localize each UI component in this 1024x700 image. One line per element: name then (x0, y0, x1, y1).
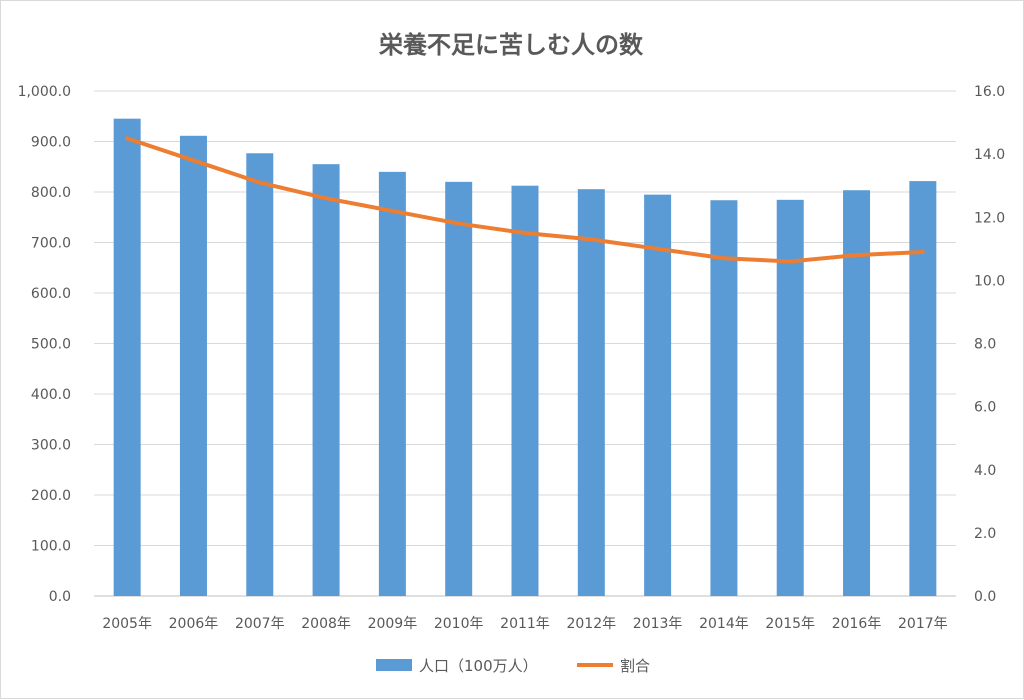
x-tick-label: 2012年 (566, 616, 616, 632)
x-tick-label: 2011年 (500, 616, 550, 632)
y-left-tick-label: 600.0 (31, 286, 71, 302)
legend-swatch-population (376, 659, 412, 671)
y-left-tick-label: 700.0 (31, 236, 71, 252)
y-right-tick-label: 2.0 (974, 526, 996, 542)
bar (313, 164, 340, 596)
left-axis-ticks: 0.0 100.0 200.0 300.0 400.0 500.0 600.0 700.0 80… (18, 84, 71, 605)
x-tick-label: 2005年 (102, 616, 152, 632)
bar (445, 182, 472, 596)
bar (909, 181, 936, 596)
x-tick-label: 2010年 (434, 616, 484, 632)
y-right-tick-label: 10.0 (974, 273, 1005, 289)
y-left-tick-label: 300.0 (31, 438, 71, 454)
x-tick-label: 2009年 (368, 616, 418, 632)
legend: 人口（100万人） 割合 (376, 657, 650, 675)
y-left-tick-label: 1,000.0 (18, 84, 71, 100)
y-left-tick-label: 500.0 (31, 337, 71, 353)
x-tick-label: 2016年 (832, 616, 882, 632)
y-left-tick-label: 100.0 (31, 539, 71, 555)
y-right-tick-label: 14.0 (974, 147, 1005, 163)
y-right-tick-label: 16.0 (974, 84, 1005, 100)
y-right-tick-label: 4.0 (974, 463, 996, 479)
x-tick-label: 2007年 (235, 616, 285, 632)
x-tick-label: 2008年 (301, 616, 351, 632)
x-tick-label: 2017年 (898, 616, 948, 632)
x-tick-label: 2014年 (699, 616, 749, 632)
x-axis-ticks: 2005年 2006年 2007年 2008年 2009年 2010年 2011年 2012年… (102, 616, 947, 632)
chart-title: 栄養不足に苦しむ人の数 (378, 31, 644, 59)
y-right-tick-label: 0.0 (974, 589, 996, 605)
legend-label-ratio: 割合 (620, 657, 650, 675)
legend-label-population: 人口（100万人） (419, 657, 538, 675)
bar (644, 195, 671, 596)
bar (843, 190, 870, 596)
x-tick-label: 2006年 (169, 616, 219, 632)
bar (379, 172, 406, 596)
y-right-tick-label: 12.0 (974, 210, 1005, 226)
bar (578, 189, 605, 596)
y-left-tick-label: 900.0 (31, 135, 71, 151)
bar (180, 136, 207, 596)
bar (114, 119, 141, 596)
y-left-tick-label: 400.0 (31, 387, 71, 403)
right-axis-ticks: 0.0 2.0 4.0 6.0 8.0 10.0 12.0 14.0 16.0 (974, 84, 1005, 605)
x-tick-label: 2015年 (765, 616, 815, 632)
y-left-tick-label: 800.0 (31, 185, 71, 201)
x-tick-label: 2013年 (633, 616, 683, 632)
y-right-tick-label: 6.0 (974, 400, 996, 416)
y-left-tick-label: 200.0 (31, 488, 71, 504)
y-right-tick-label: 8.0 (974, 337, 996, 353)
bar-series (114, 119, 937, 596)
bar (512, 186, 539, 596)
bar (246, 153, 273, 596)
y-left-tick-label: 0.0 (49, 589, 71, 605)
